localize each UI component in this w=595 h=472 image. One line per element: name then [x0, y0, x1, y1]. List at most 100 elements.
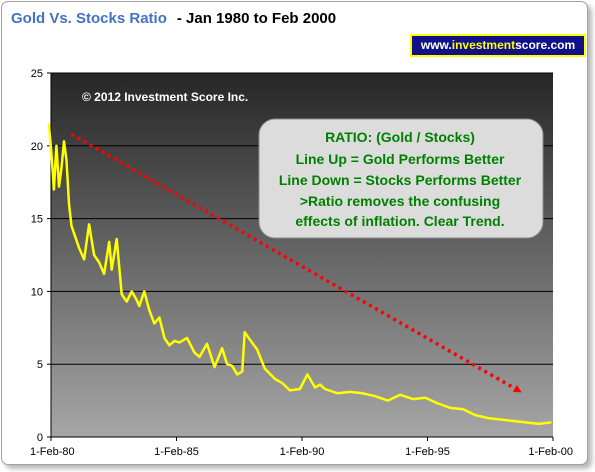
data-point	[221, 347, 224, 350]
data-point	[138, 305, 141, 307]
data-point	[241, 370, 244, 373]
x-tick-label: 1-Feb-90	[280, 446, 325, 458]
website-suffix: score.com	[515, 38, 576, 52]
data-point	[281, 382, 284, 385]
data-point	[143, 290, 146, 293]
data-point	[93, 254, 95, 256]
data-point	[158, 316, 161, 319]
chart-title: Gold Vs. Stocks Ratio - Jan 1980 to Feb 2…	[11, 10, 336, 27]
x-tick-label: 1-Feb-85	[154, 446, 199, 458]
data-point	[256, 348, 259, 351]
data-point	[110, 268, 113, 271]
y-tick-label: 25	[31, 68, 43, 80]
data-point	[173, 340, 176, 342]
data-point	[537, 422, 540, 425]
data-point	[374, 395, 377, 398]
data-point	[213, 366, 216, 369]
chart-title-range: - Jan 1980 to Feb 2000	[176, 10, 337, 27]
trend-arrow	[70, 132, 522, 393]
data-point	[386, 399, 389, 402]
y-tick-label: 5	[37, 359, 43, 371]
data-point	[236, 373, 239, 376]
data-point	[78, 246, 80, 249]
data-point	[168, 344, 171, 347]
data-point	[125, 300, 128, 303]
data-point	[336, 392, 339, 395]
data-point	[226, 363, 229, 366]
website-prefix: www.	[420, 38, 452, 52]
y-tick-label: 0	[37, 432, 43, 444]
data-point	[462, 408, 464, 411]
data-point	[48, 123, 50, 125]
data-point	[411, 398, 414, 401]
data-point	[306, 373, 309, 376]
x-tick-label: 1-Feb-00	[528, 446, 573, 458]
data-point	[437, 402, 439, 405]
data-point	[512, 420, 515, 422]
data-point	[153, 322, 156, 325]
y-tick-label: 20	[31, 141, 43, 153]
data-point	[198, 356, 201, 358]
data-point	[115, 238, 118, 240]
annotation-line: effects of inflation. Clear Trend.	[295, 213, 504, 229]
data-point	[299, 388, 301, 390]
annotation-line: >Ratio removes the confusing	[300, 193, 500, 209]
x-tick-label: 1-Feb-80	[30, 446, 75, 458]
data-point	[63, 140, 65, 143]
data-point	[487, 417, 490, 419]
data-point	[98, 261, 101, 264]
data-point	[120, 293, 123, 296]
data-point	[550, 421, 552, 424]
data-point	[231, 364, 234, 367]
data-point	[55, 144, 58, 147]
data-point	[399, 393, 402, 396]
data-point	[53, 188, 55, 191]
y-tick-label: 15	[31, 214, 43, 226]
data-point	[324, 388, 326, 390]
website-highlight: investment	[451, 38, 516, 52]
x-tick-label: 1-Feb-95	[405, 446, 450, 458]
data-point	[361, 392, 364, 395]
data-point	[103, 273, 106, 275]
data-point	[248, 338, 251, 341]
data-point	[70, 224, 73, 227]
data-point	[178, 341, 181, 344]
annotation-line: Line Down = Stocks Performs Better	[279, 172, 522, 188]
data-point	[273, 377, 276, 380]
data-point	[193, 351, 196, 354]
y-tick-label: 10	[31, 286, 43, 298]
data-point	[206, 342, 208, 345]
data-point	[83, 258, 85, 261]
copyright-text: © 2012 Investment Score Inc.	[82, 90, 248, 104]
data-point	[243, 331, 246, 334]
data-point	[108, 240, 111, 243]
data-point	[68, 203, 70, 205]
data-point	[524, 421, 527, 424]
annotation-line: Line Up = Gold Performs Better	[296, 151, 505, 167]
data-point	[314, 386, 316, 389]
data-point	[449, 406, 452, 409]
data-point	[499, 418, 502, 421]
data-point	[88, 223, 90, 226]
data-point	[319, 383, 321, 386]
data-point	[135, 299, 138, 302]
data-point	[288, 389, 291, 392]
data-point	[263, 367, 266, 370]
data-point	[50, 152, 53, 154]
data-point	[58, 185, 60, 188]
data-point	[73, 232, 75, 235]
data-point	[349, 390, 352, 393]
chart-title-main: Gold Vs. Stocks Ratio	[11, 10, 167, 27]
data-point	[186, 337, 188, 339]
data-point	[60, 166, 63, 169]
data-point	[65, 159, 68, 162]
data-point	[148, 309, 151, 312]
data-point	[130, 290, 133, 293]
website-badge: www.investmentscore.com	[410, 34, 586, 57]
data-point	[474, 414, 477, 417]
annotation-line: RATIO: (Gold / Stocks)	[325, 129, 475, 145]
data-point	[424, 396, 427, 399]
annotation-box	[258, 118, 544, 239]
data-point	[163, 337, 166, 339]
